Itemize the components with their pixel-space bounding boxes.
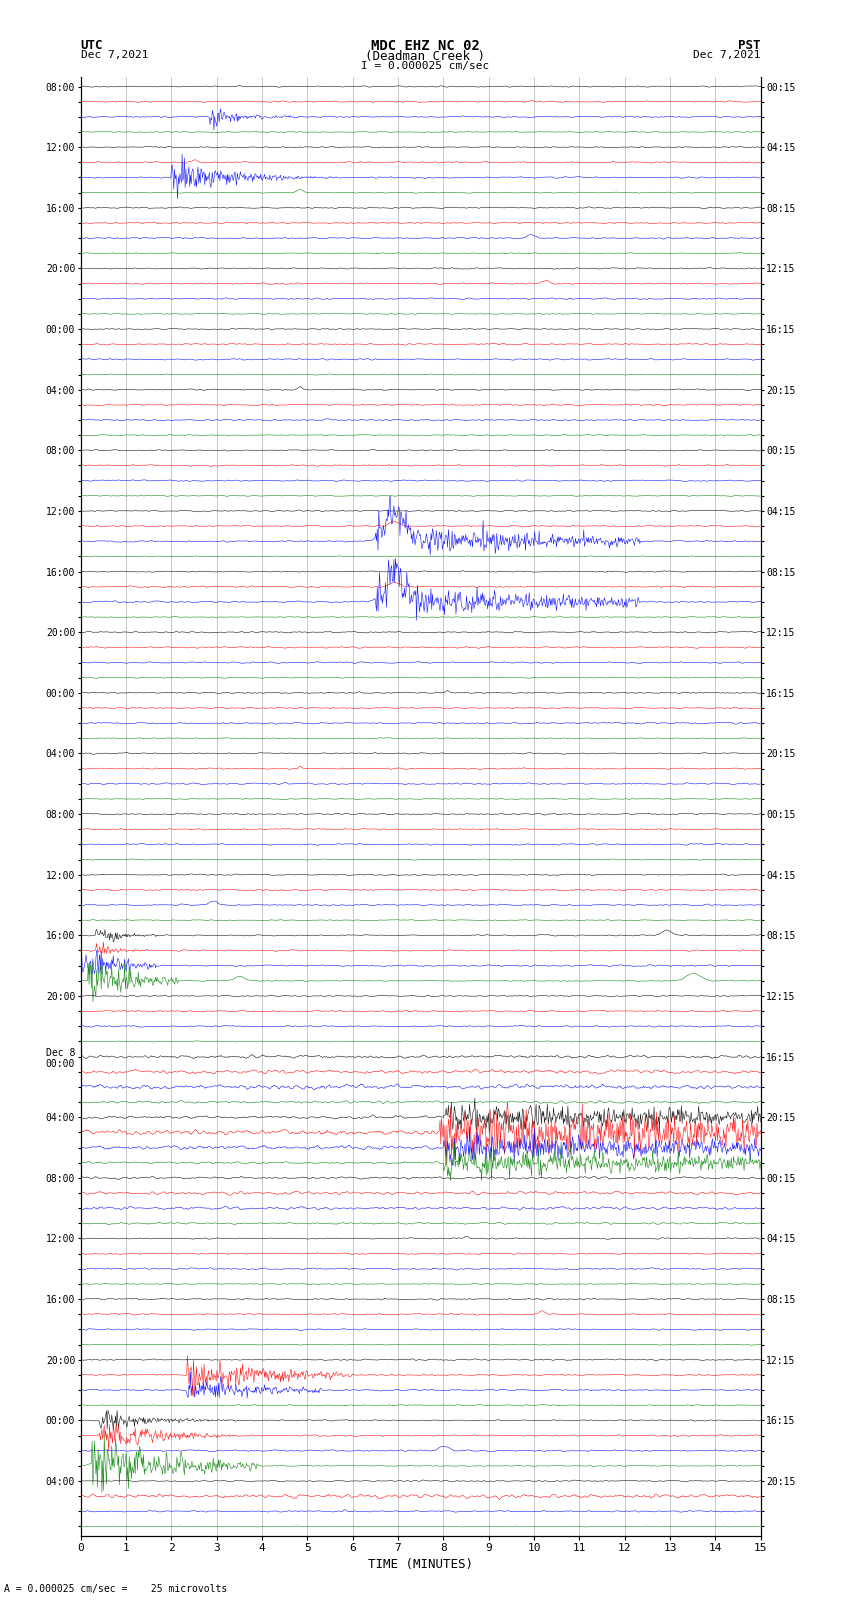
Text: UTC: UTC xyxy=(81,39,103,52)
X-axis label: TIME (MINUTES): TIME (MINUTES) xyxy=(368,1558,473,1571)
Text: (Deadman Creek ): (Deadman Creek ) xyxy=(365,50,485,63)
Text: Dec 7,2021: Dec 7,2021 xyxy=(81,50,148,60)
Text: PST: PST xyxy=(739,39,761,52)
Text: A = 0.000025 cm/sec =    25 microvolts: A = 0.000025 cm/sec = 25 microvolts xyxy=(4,1584,228,1594)
Text: Dec 7,2021: Dec 7,2021 xyxy=(694,50,761,60)
Text: I = 0.000025 cm/sec: I = 0.000025 cm/sec xyxy=(361,61,489,71)
Text: MDC EHZ NC 02: MDC EHZ NC 02 xyxy=(371,39,479,53)
